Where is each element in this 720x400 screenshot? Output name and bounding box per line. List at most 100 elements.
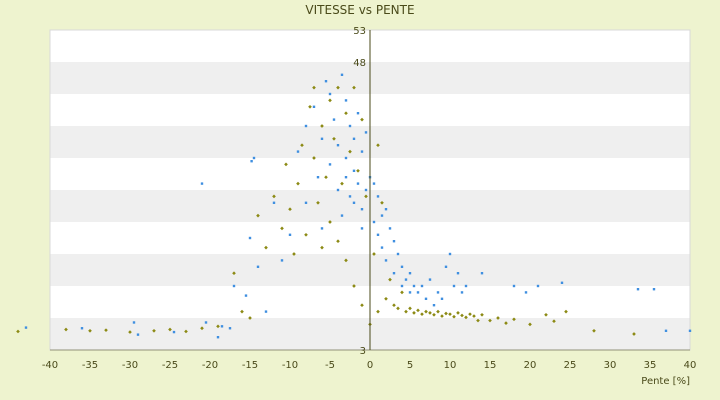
data-point <box>480 272 484 275</box>
data-point <box>652 288 656 291</box>
x-tick-label: 0 <box>367 360 373 371</box>
data-point <box>352 201 356 204</box>
data-point <box>420 284 424 288</box>
x-tick-label: 20 <box>524 360 537 371</box>
data-point <box>364 194 368 199</box>
data-point <box>664 329 668 332</box>
data-point <box>136 333 140 336</box>
data-point <box>344 99 348 102</box>
data-point <box>376 143 380 148</box>
data-point <box>232 271 236 276</box>
data-point <box>200 326 204 331</box>
data-point <box>448 252 452 256</box>
data-point <box>304 124 308 128</box>
data-point <box>344 176 348 179</box>
data-point <box>348 195 352 198</box>
data-point <box>456 272 460 275</box>
data-point <box>392 303 396 308</box>
data-point <box>336 144 340 147</box>
data-point <box>384 259 388 262</box>
data-point <box>356 168 360 173</box>
data-point <box>328 92 332 96</box>
data-point <box>80 327 84 330</box>
data-point <box>688 329 692 332</box>
data-point <box>336 188 340 192</box>
data-point <box>216 324 220 329</box>
data-point <box>344 258 348 263</box>
data-point <box>250 160 253 163</box>
data-point <box>472 314 476 318</box>
data-point <box>308 104 312 109</box>
x-tick-label: -40 <box>42 360 58 371</box>
data-point <box>316 200 320 205</box>
data-point <box>488 318 492 323</box>
data-point <box>332 118 336 121</box>
data-point <box>552 319 556 324</box>
data-point <box>432 312 436 317</box>
data-point <box>352 284 356 288</box>
data-point <box>400 290 404 295</box>
data-point <box>428 311 432 315</box>
data-point <box>404 278 408 281</box>
x-tick-label: -15 <box>242 360 258 371</box>
data-point <box>216 336 220 339</box>
data-point <box>400 265 404 268</box>
data-point <box>456 311 460 315</box>
data-point <box>440 314 444 318</box>
data-point <box>364 131 368 134</box>
data-point <box>392 272 396 275</box>
data-point <box>332 136 336 141</box>
data-point <box>376 233 380 236</box>
data-point <box>408 306 412 311</box>
data-point <box>232 284 236 288</box>
data-point <box>452 314 456 319</box>
x-tick-label: 30 <box>604 360 617 371</box>
data-point <box>288 233 292 236</box>
data-point <box>564 309 568 314</box>
data-point <box>280 259 284 262</box>
data-point <box>384 208 388 211</box>
y-tick-label: 3 <box>360 346 366 357</box>
data-point <box>404 309 408 314</box>
data-point <box>304 201 308 204</box>
data-point <box>356 182 360 185</box>
y-tick-label: 53 <box>353 26 366 37</box>
data-point <box>436 291 440 294</box>
data-point <box>292 252 296 256</box>
data-point <box>284 162 288 167</box>
data-point <box>320 137 324 140</box>
data-point <box>264 310 268 313</box>
data-point <box>24 326 28 329</box>
data-point <box>372 220 376 224</box>
data-point <box>380 246 384 249</box>
data-point <box>408 291 412 294</box>
data-point <box>272 201 276 204</box>
data-point <box>328 220 332 224</box>
x-tick-label: -30 <box>122 360 138 371</box>
data-point <box>348 124 352 128</box>
data-point <box>344 156 348 160</box>
data-point <box>360 150 364 153</box>
data-point <box>304 232 308 237</box>
data-point <box>348 149 352 154</box>
data-point <box>16 329 20 334</box>
data-point <box>220 325 224 328</box>
data-point <box>476 318 480 323</box>
data-point <box>376 195 380 198</box>
data-point <box>480 312 484 317</box>
data-point <box>528 322 532 327</box>
data-point <box>380 214 384 217</box>
data-point <box>204 321 208 324</box>
data-point <box>372 252 376 256</box>
data-point <box>248 236 252 240</box>
x-tick-label: -5 <box>325 360 335 371</box>
data-point <box>300 143 304 148</box>
data-point <box>432 304 436 307</box>
data-point <box>240 309 244 314</box>
data-point <box>320 227 324 230</box>
data-point <box>424 309 428 314</box>
data-point <box>524 291 528 294</box>
data-point <box>416 308 420 313</box>
data-point <box>248 316 252 320</box>
x-tick-label: 15 <box>484 360 497 371</box>
